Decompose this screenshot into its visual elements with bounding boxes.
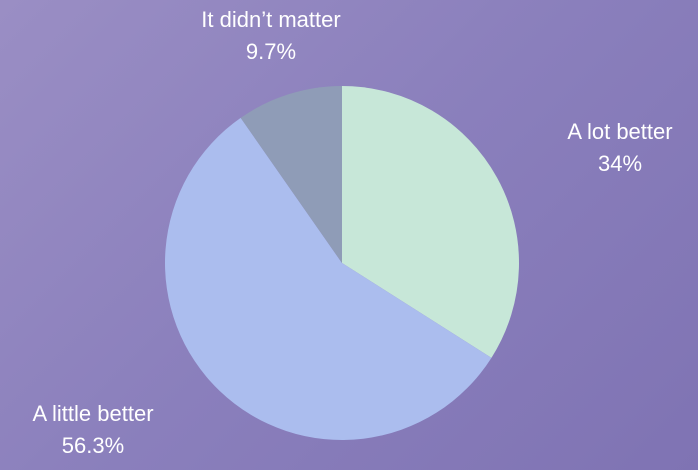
slice-label-a-lot-better: A lot better 34% <box>567 116 672 180</box>
slice-percent-a-lot-better: 34% <box>597 151 643 176</box>
slice-label-it-didnt-matter: It didn’t matter 9.7% <box>201 4 340 68</box>
slice-label-a-little-better: A little better 56.3% <box>32 398 153 462</box>
slice-category-a-little-better: A little better <box>32 401 154 426</box>
pie-slice-it-didnt-matter <box>240 86 342 263</box>
slice-category-a-lot-better: A lot better <box>567 119 673 144</box>
pie-slice-a-little-better <box>164 117 492 441</box>
pie-slice-a-lot-better <box>342 86 519 358</box>
slice-category-it-didnt-matter: It didn’t matter <box>201 7 341 32</box>
slice-percent-a-little-better: 56.3% <box>61 433 125 458</box>
slice-percent-it-didnt-matter: 9.7% <box>245 39 297 64</box>
